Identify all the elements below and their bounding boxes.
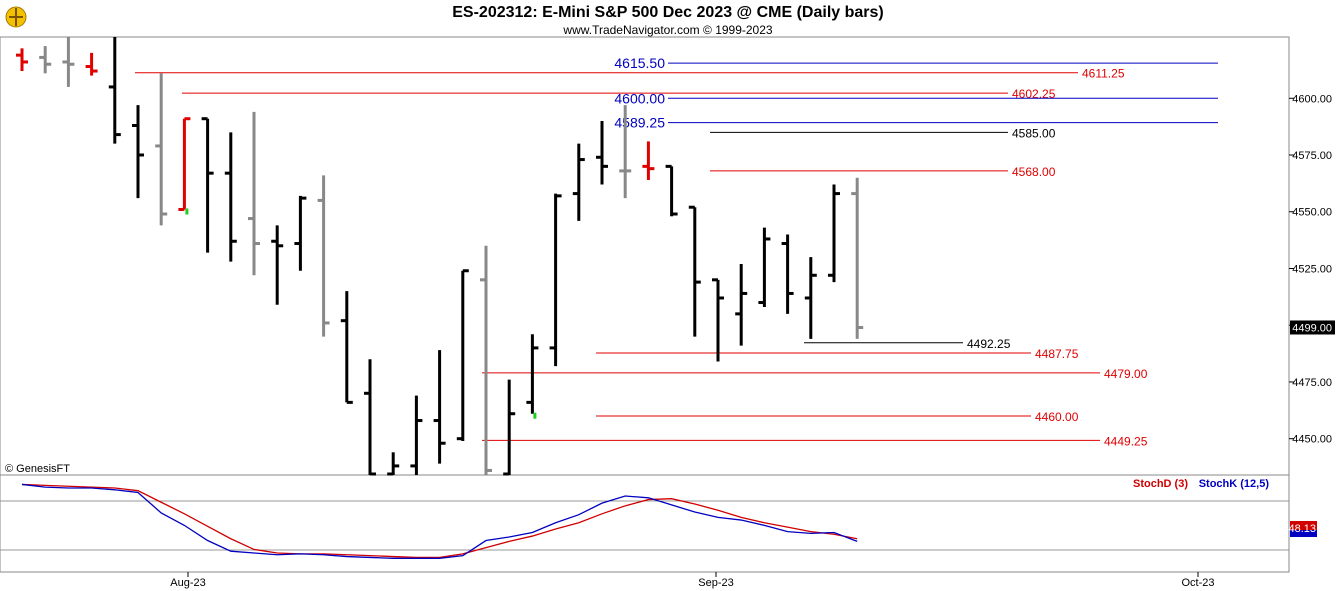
- x-tick-label-0: Aug-23: [170, 577, 205, 589]
- level-label-1: 4611.25: [1082, 67, 1125, 81]
- ohlc-bar-35: [828, 184, 840, 283]
- ohlc-bar-22: [526, 334, 539, 414]
- x-tick-label-1: Sep-23: [698, 577, 733, 589]
- ohlc-bar-4: [108, 37, 121, 144]
- ohlc-bar-25: [596, 120, 608, 185]
- last-price-box: [1290, 320, 1335, 335]
- ohlc-bar-5: [132, 105, 144, 199]
- ohlc-bar-21: [503, 379, 516, 476]
- ohlc-bar-8: [201, 117, 214, 253]
- chart-subtitle: www.TradeNavigator.com © 1999-2023: [562, 23, 772, 37]
- level-label-10: 4460.00: [1035, 410, 1079, 424]
- green-marker-1: [533, 412, 537, 419]
- level-label-8: 4487.75: [1035, 347, 1079, 361]
- last-price-label: 4499.00: [1292, 322, 1332, 334]
- ohlc-bar-19: [456, 269, 469, 441]
- watermark: © GenesisFT: [5, 463, 70, 475]
- ohlc-bar-16: [387, 452, 400, 476]
- legend-stoch-k: StochK (12,5): [1199, 478, 1270, 490]
- ohlc-bar-34: [804, 257, 817, 339]
- tradenavigator-logo-icon: [5, 6, 27, 28]
- y-tick-label-1: 4475.00: [1292, 377, 1332, 389]
- level-label-6: 4568.00: [1012, 165, 1056, 179]
- green-marker-0: [185, 208, 189, 215]
- ohlc-bar-10: [248, 111, 260, 276]
- ohlc-bar-6: [155, 73, 168, 226]
- y-tick-label-0: 4450.00: [1292, 434, 1332, 446]
- ohlc-bar-17: [410, 395, 423, 475]
- stoch-series-0: [21, 483, 858, 559]
- ohlc-bar-29: [688, 205, 701, 337]
- ohlc-bar-31: [735, 263, 748, 346]
- level-label-9: 4479.00: [1104, 367, 1148, 381]
- ohlc-bar-33: [781, 234, 794, 314]
- ohlc-bar-1: [39, 46, 52, 74]
- ohlc-bar-18: [433, 350, 446, 464]
- ohlc-bar-13: [317, 175, 330, 337]
- stoch-last-box-bottom: [1290, 530, 1317, 537]
- ohlc-bar-3: [85, 52, 98, 76]
- ohlc-bar-32: [758, 227, 771, 308]
- ohlc-bar-15: [364, 359, 376, 476]
- ohlc-bar-30: [712, 278, 724, 362]
- ohlc-bar-26: [619, 105, 632, 199]
- ohlc-bar-11: [271, 225, 284, 305]
- price-panel: [0, 36, 1290, 476]
- ohlc-bar-12: [294, 195, 307, 271]
- ohlc-bar-0: [16, 48, 28, 72]
- level-label-5: 4585.00: [1012, 126, 1056, 140]
- ohlc-bar-27: [642, 141, 655, 180]
- ohlc-bar-7: [178, 117, 191, 211]
- level-label-4: 4589.25: [614, 115, 665, 131]
- ohlc-bar-28: [665, 164, 678, 217]
- stoch-series-1: [21, 483, 858, 559]
- ohlc-bar-2: [62, 37, 75, 87]
- y-tick-label-3: 4525.00: [1292, 263, 1332, 275]
- stoch-last-label: 48.13: [1288, 523, 1316, 535]
- ohlc-bar-23: [549, 193, 562, 367]
- ohlc-bar-9: [224, 132, 237, 262]
- level-label-0: 4615.50: [614, 55, 665, 71]
- level-label-7: 4492.25: [967, 337, 1011, 351]
- y-tick-label-6: 4600.00: [1292, 93, 1332, 105]
- ohlc-bar-20: [480, 245, 492, 475]
- level-label-3: 4600.00: [614, 90, 665, 106]
- x-tick-label-2: Oct-23: [1181, 577, 1214, 589]
- level-label-11: 4449.25: [1104, 434, 1148, 448]
- y-tick-label-4: 4550.00: [1292, 207, 1332, 219]
- ohlc-bar-36: [851, 177, 864, 339]
- chart-title: ES-202312: E-Mini S&P 500 Dec 2023 @ CME…: [452, 4, 884, 21]
- y-tick-label-5: 4575.00: [1292, 150, 1332, 162]
- level-label-2: 4602.25: [1012, 87, 1056, 101]
- ohlc-bar-24: [572, 143, 585, 221]
- legend-stoch-d: StochD (3): [1133, 478, 1188, 490]
- ohlc-bar-14: [340, 291, 353, 404]
- stoch-panel: [0, 474, 1290, 573]
- stoch-last-box-top: [1290, 521, 1317, 530]
